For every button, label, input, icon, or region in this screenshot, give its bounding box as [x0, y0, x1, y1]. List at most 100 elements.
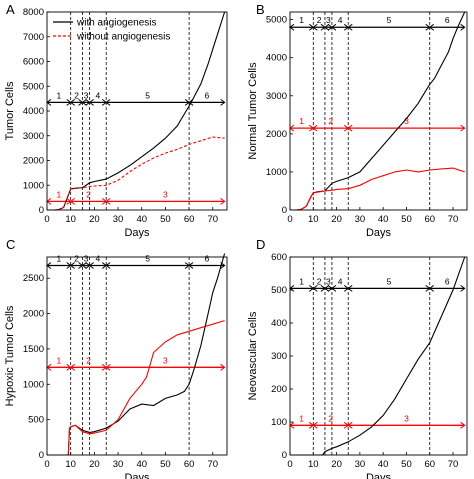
y-tick-label: 0: [39, 205, 44, 216]
y-axis-label: Tumor Cells: [4, 81, 16, 140]
x-tick-label: 60: [424, 459, 435, 470]
x-tick-label: 20: [89, 459, 100, 470]
x-tick-label: 60: [184, 214, 195, 225]
series-line: [290, 256, 466, 456]
phase-arrowhead: [312, 421, 318, 429]
x-tick-label: 40: [378, 214, 389, 225]
y-tick-label: 600: [271, 252, 287, 263]
phase-arrowhead: [460, 23, 466, 31]
y-tick-label: 2500: [23, 273, 44, 284]
x-tick-label: 10: [308, 214, 319, 225]
phase-label: 1: [56, 189, 61, 199]
x-tick-label: 70: [448, 459, 459, 470]
phase-arrowhead: [312, 284, 318, 292]
x-axis-label: Days: [124, 472, 150, 479]
x-tick-label: 70: [448, 214, 459, 225]
phase-arrowhead: [105, 262, 111, 269]
phase-label: 2: [328, 413, 333, 423]
x-tick-label: 70: [208, 459, 219, 470]
series-line: [47, 320, 225, 456]
y-tick-label: 5000: [23, 81, 44, 92]
phase-label: 3: [163, 189, 168, 199]
y-tick-label: 4000: [23, 106, 44, 117]
phase-label: 2: [86, 355, 91, 365]
phase-arrowhead: [460, 421, 466, 429]
phase-label: 3: [326, 276, 331, 286]
plot-frame: [289, 11, 468, 211]
phase-arrowhead: [105, 98, 111, 106]
x-tick-label: 40: [136, 214, 147, 225]
x-tick-label: 60: [424, 214, 435, 225]
phase-label: 4: [96, 90, 101, 100]
phase-label: 5: [145, 90, 150, 100]
panel-b: B1 2 3 4 5 61 2 30 10 20 30 40 50 60 70010002000300040…: [247, 2, 468, 239]
x-tick-label: 10: [308, 459, 319, 470]
panel-letter: D: [256, 237, 265, 252]
x-tick-label: 40: [378, 459, 389, 470]
y-tick-label: 500: [28, 415, 44, 426]
phase-label: 6: [205, 90, 210, 100]
phase-arrowhead: [81, 262, 87, 269]
phase-label: 6: [445, 276, 450, 286]
phase-arrowhead: [220, 363, 226, 371]
phase-arrowhead: [88, 98, 94, 106]
phase-label: 1: [299, 116, 304, 126]
x-tick-label: 0: [44, 214, 49, 225]
y-axis-label: Normal Tumor Cells: [247, 62, 259, 160]
phase-arrowhead: [324, 284, 330, 292]
legend-with-angiogenesis-label: with angiogenesis: [76, 18, 157, 29]
x-tick-label: 30: [355, 214, 366, 225]
y-tick-label: 0: [282, 450, 287, 461]
phase-label: 3: [326, 15, 331, 25]
y-tick-label: 3000: [23, 131, 44, 142]
phase-arrowhead: [312, 124, 318, 132]
x-tick-label: 70: [208, 214, 219, 225]
phase-arrowhead: [105, 363, 111, 371]
phase-label: 4: [338, 276, 343, 286]
phase-arrowhead: [428, 284, 435, 292]
phase-label: 1: [299, 276, 304, 286]
phase-label: 1: [56, 90, 61, 100]
legend: with angiogenesis without angiogenesis: [53, 18, 170, 43]
phase-arrowhead: [105, 197, 111, 205]
phase-label: 3: [404, 116, 409, 126]
panel-letter: A: [6, 2, 15, 17]
phase-arrowhead: [347, 421, 353, 429]
x-tick-label: 0: [44, 459, 49, 470]
phase-arrowhead: [324, 23, 330, 31]
y-axis-label: Neovascular Cells: [247, 311, 259, 400]
phase-arrowhead: [69, 363, 75, 371]
phase-arrowhead: [347, 23, 353, 31]
x-axis-label: Days: [124, 227, 150, 239]
x-tick-label: 50: [401, 459, 412, 470]
phase-label: 1: [299, 15, 304, 25]
phase-label: 2: [74, 253, 79, 263]
x-tick-label: 50: [160, 214, 171, 225]
phase-label: 3: [84, 253, 89, 263]
y-tick-label: 7000: [23, 32, 44, 43]
y-tick-label: 100: [271, 417, 287, 428]
y-tick-label: 8000: [23, 7, 44, 18]
y-tick-label: 2000: [23, 156, 44, 167]
y-tick-label: 3000: [266, 91, 287, 102]
panel-letter: C: [6, 237, 15, 252]
y-tick-label: 0: [282, 205, 287, 216]
x-tick-label: 50: [401, 214, 412, 225]
y-tick-label: 200: [271, 384, 287, 395]
phase-label: 2: [317, 15, 322, 25]
y-tick-label: 2000: [266, 129, 287, 140]
phase-arrowhead: [69, 98, 75, 106]
y-tick-label: 1000: [23, 180, 44, 191]
phase-arrowhead: [428, 23, 435, 31]
y-tick-label: 1000: [266, 167, 287, 178]
series-line: [47, 253, 226, 456]
x-tick-label: 10: [65, 459, 76, 470]
phase-label: 5: [145, 253, 150, 263]
phase-arrowhead: [69, 262, 75, 269]
series-line: [47, 136, 225, 211]
phase-label: 3: [163, 355, 168, 365]
x-tick-label: 50: [160, 459, 171, 470]
phase-label: 3: [404, 413, 409, 423]
phase-label: 1: [299, 413, 304, 423]
